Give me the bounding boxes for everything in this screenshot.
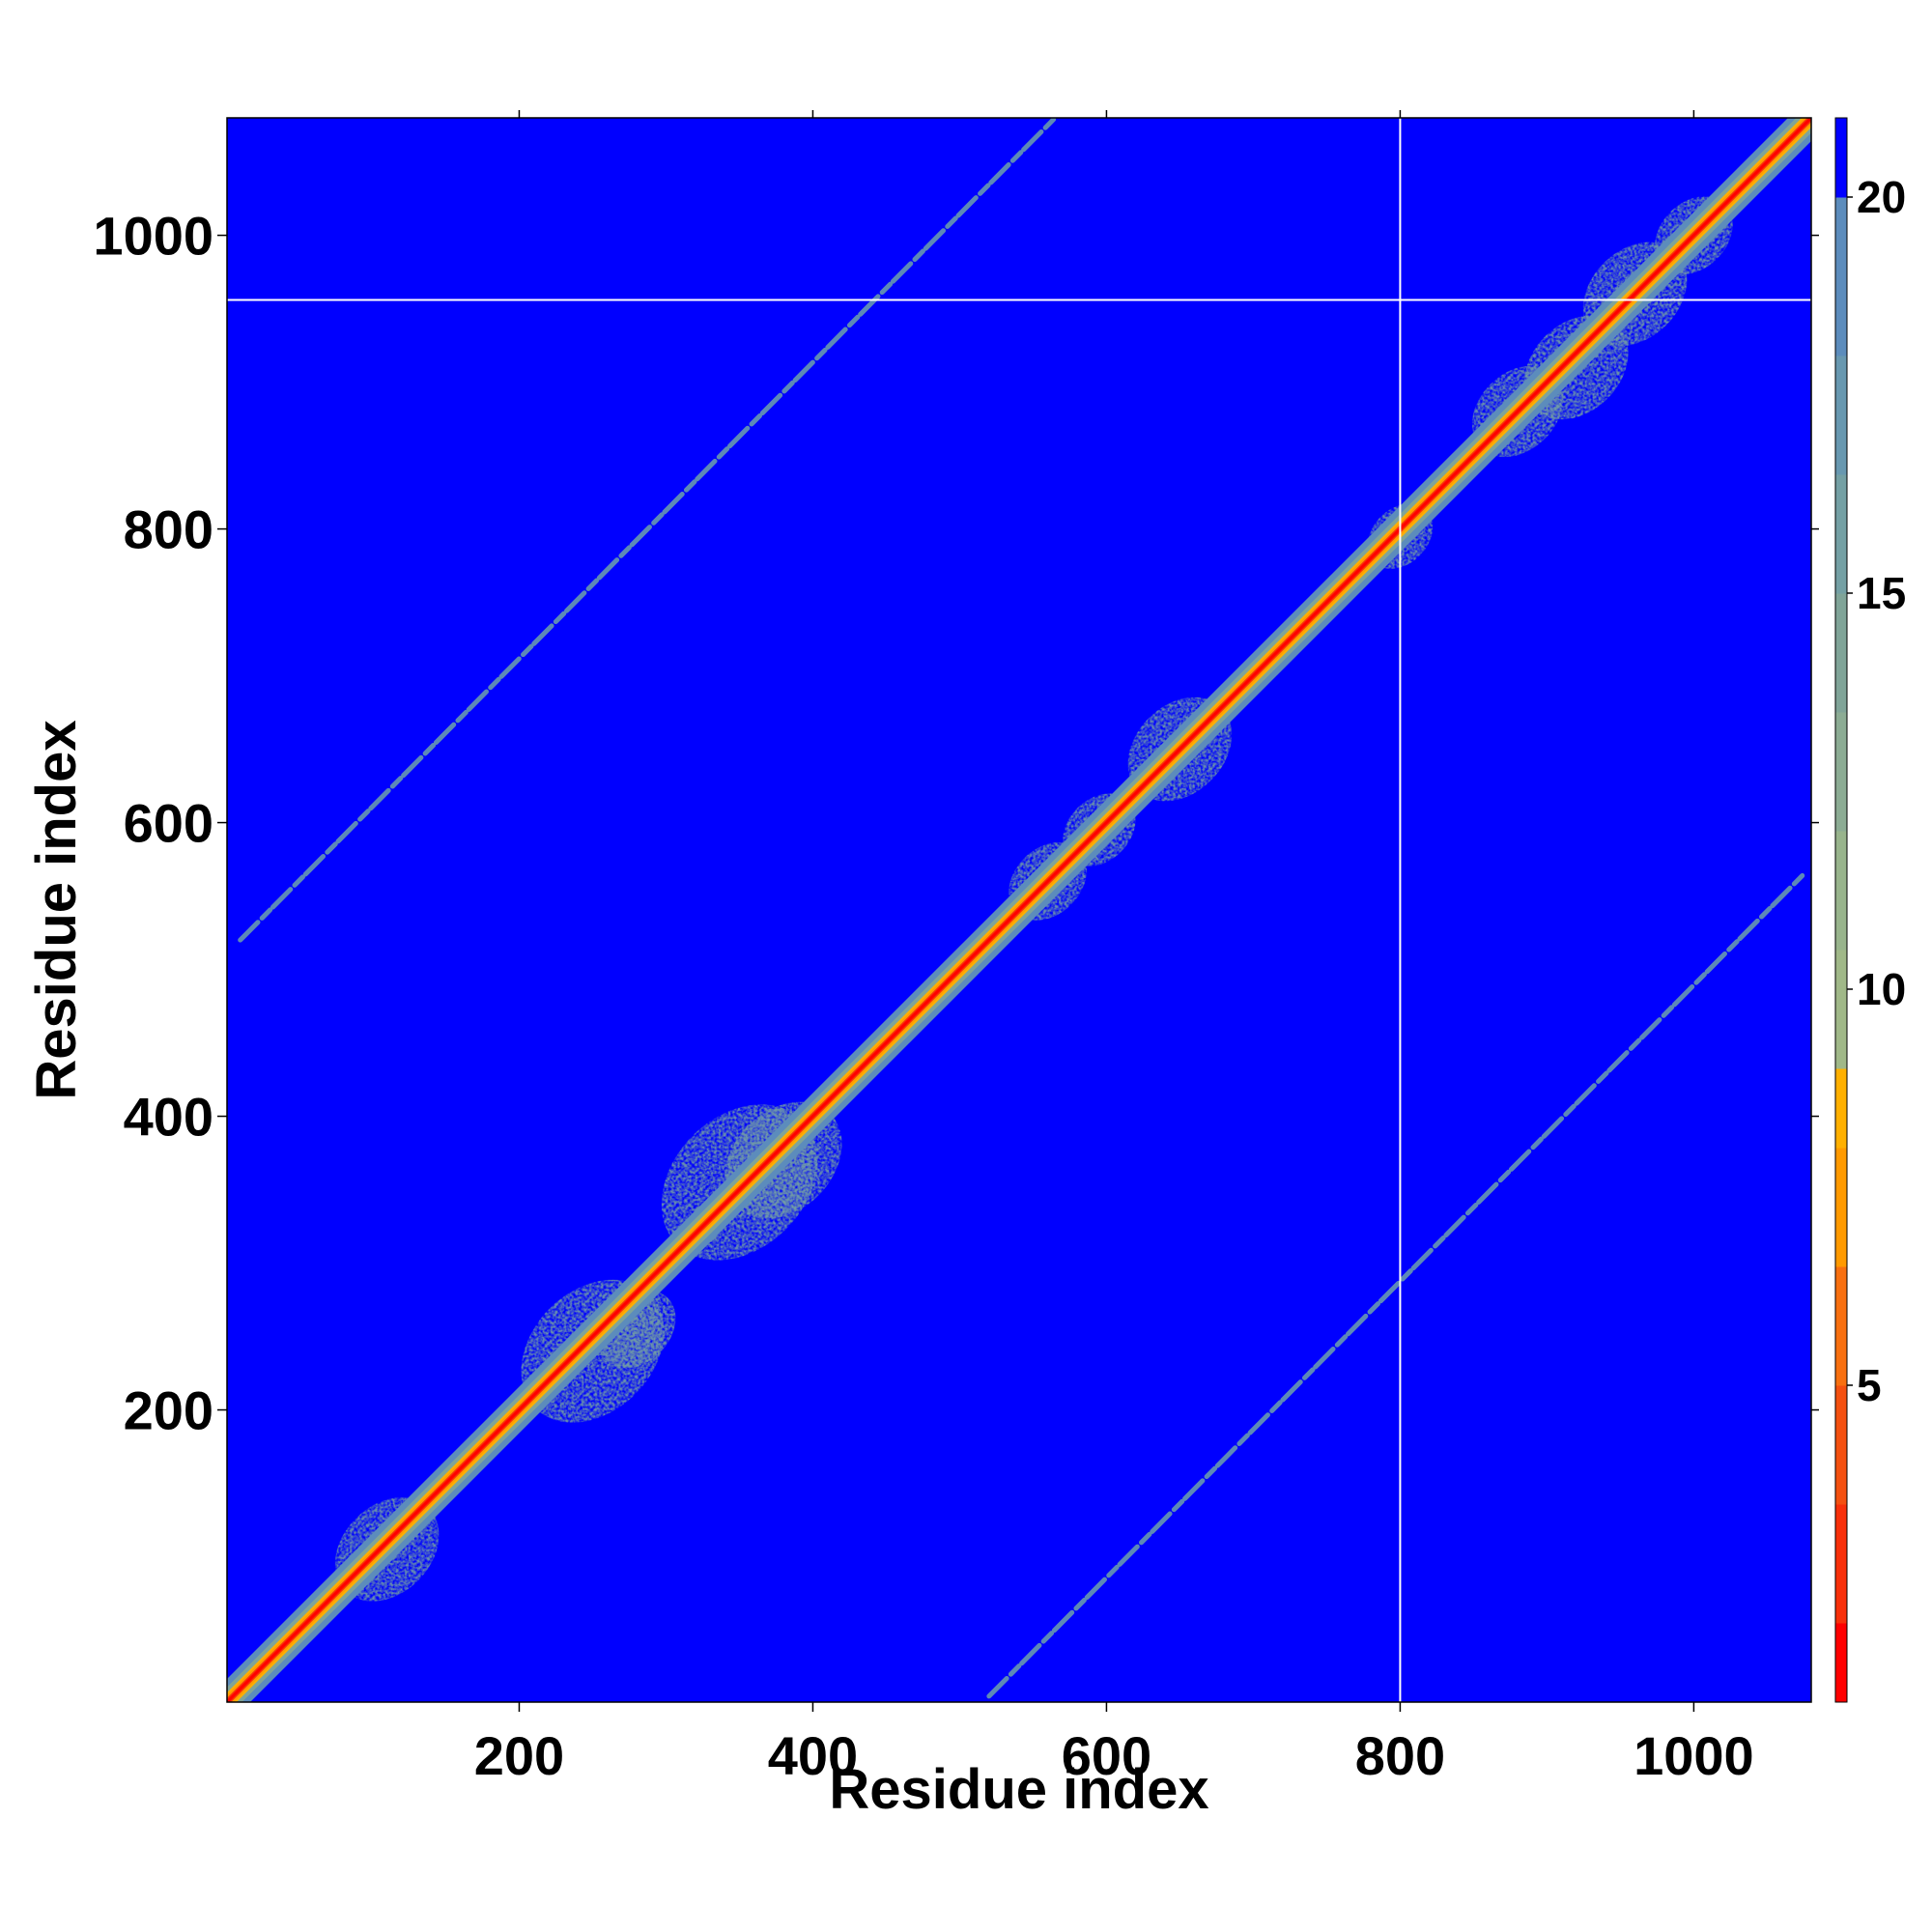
colorbar-frame (1834, 117, 1848, 1703)
colorbar (1834, 117, 1848, 1703)
y-tick-label: 800 (124, 499, 213, 560)
y-tick-label: 200 (124, 1380, 213, 1441)
colorbar-segment-10 (1835, 593, 1847, 713)
colorbar-segment-4 (1835, 1266, 1847, 1386)
colorbar-segment-7 (1835, 950, 1847, 1069)
colorbar-segment-9 (1835, 712, 1847, 832)
x-tick-label: 600 (1062, 1725, 1151, 1786)
y-axis-label: Residue index (25, 720, 88, 1099)
colorbar-segment-3 (1835, 1385, 1847, 1505)
x-axis-label: Residue index (829, 1758, 1208, 1821)
colorbar-segment-12 (1835, 355, 1847, 475)
colorbar-tick-label: 15 (1857, 568, 1906, 618)
y-tick-label: 1000 (93, 206, 213, 267)
y-tick-label: 600 (124, 793, 213, 854)
colorbar-segment-5 (1835, 1148, 1847, 1267)
y-axis-ticks: 200 400 600 800 1000 (93, 206, 1819, 1441)
secondary-band-1 (238, 118, 1058, 943)
colorbar-tick-label: 10 (1857, 964, 1906, 1014)
colorbar-segment-6 (1835, 1068, 1847, 1149)
diagonal-band-6 (227, 118, 1811, 1702)
colorbar-segment-8 (1835, 831, 1847, 951)
y-tick-label: 400 (124, 1087, 213, 1148)
colorbar-tick-label: 5 (1857, 1360, 1882, 1410)
plot-content (227, 118, 1811, 1702)
colorbar-segment-11 (1835, 474, 1847, 594)
colorbar-tick-label: 20 (1857, 172, 1906, 222)
x-tick-label: 400 (768, 1725, 858, 1786)
secondary-band-2 (986, 871, 1806, 1699)
plot-frame (226, 117, 1812, 1703)
x-tick-label: 800 (1355, 1725, 1445, 1786)
colorbar-segment-14 (1835, 118, 1847, 198)
x-axis-ticks: 200 400 600 800 1000 (474, 110, 1754, 1786)
colorbar-segment-13 (1835, 197, 1847, 356)
x-tick-label: 200 (474, 1725, 564, 1786)
x-tick-label: 1000 (1634, 1725, 1754, 1786)
colorbar-segment-2 (1835, 1504, 1847, 1624)
colorbar-ticks: 5 10 15 20 (1847, 172, 1906, 1410)
colorbar-segment-1 (1835, 1623, 1847, 1703)
